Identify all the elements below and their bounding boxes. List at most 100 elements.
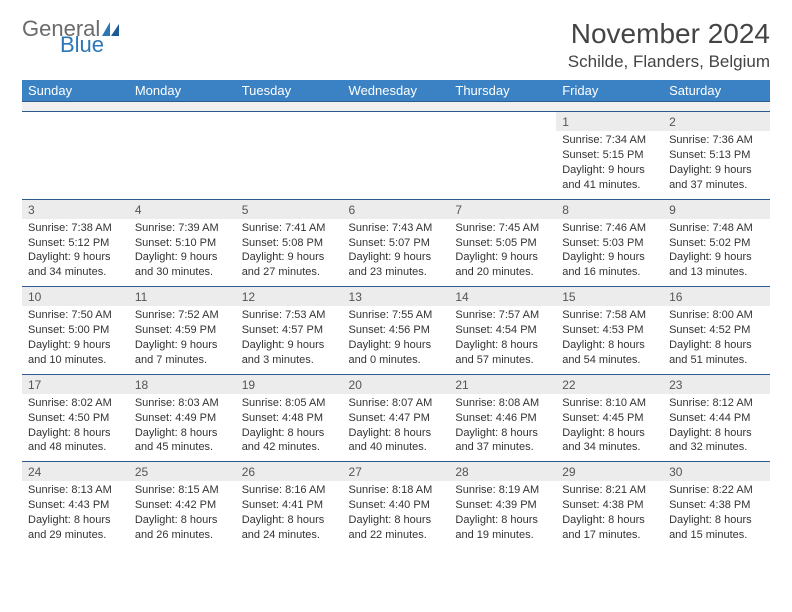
day-details: Sunrise: 8:18 AMSunset: 4:40 PMDaylight:… [343, 481, 450, 548]
day-details: Sunrise: 7:38 AMSunset: 5:12 PMDaylight:… [22, 219, 129, 286]
calendar-table: SundayMondayTuesdayWednesdayThursdayFrid… [22, 80, 770, 549]
calendar-day-cell: 21Sunrise: 8:08 AMSunset: 4:46 PMDayligh… [449, 374, 556, 462]
day-details: Sunrise: 8:00 AMSunset: 4:52 PMDaylight:… [663, 306, 770, 373]
calendar-day-cell: 10Sunrise: 7:50 AMSunset: 5:00 PMDayligh… [22, 287, 129, 375]
calendar-day-cell: 26Sunrise: 8:16 AMSunset: 4:41 PMDayligh… [236, 462, 343, 549]
weekday-header: Tuesday [236, 80, 343, 102]
day-details: Sunrise: 8:12 AMSunset: 4:44 PMDaylight:… [663, 394, 770, 461]
day-details: Sunrise: 7:43 AMSunset: 5:07 PMDaylight:… [343, 219, 450, 286]
weekday-header: Thursday [449, 80, 556, 102]
calendar-day-cell: 30Sunrise: 8:22 AMSunset: 4:38 PMDayligh… [663, 462, 770, 549]
day-details: Sunrise: 7:55 AMSunset: 4:56 PMDaylight:… [343, 306, 450, 373]
day-details: Sunrise: 7:36 AMSunset: 5:13 PMDaylight:… [663, 131, 770, 198]
day-details: Sunrise: 7:57 AMSunset: 4:54 PMDaylight:… [449, 306, 556, 373]
day-details: Sunrise: 7:52 AMSunset: 4:59 PMDaylight:… [129, 306, 236, 373]
day-number: 6 [343, 200, 450, 219]
day-details: Sunrise: 8:16 AMSunset: 4:41 PMDaylight:… [236, 481, 343, 548]
month-title: November 2024 [568, 18, 770, 50]
calendar-day-cell: 17Sunrise: 8:02 AMSunset: 4:50 PMDayligh… [22, 374, 129, 462]
header: General Blue November 2024 Schilde, Flan… [22, 18, 770, 72]
calendar-day-cell: 13Sunrise: 7:55 AMSunset: 4:56 PMDayligh… [343, 287, 450, 375]
day-details: Sunrise: 8:03 AMSunset: 4:49 PMDaylight:… [129, 394, 236, 461]
calendar-week-row: 1Sunrise: 7:34 AMSunset: 5:15 PMDaylight… [22, 112, 770, 200]
day-details: Sunrise: 7:50 AMSunset: 5:00 PMDaylight:… [22, 306, 129, 373]
calendar-day-cell: 16Sunrise: 8:00 AMSunset: 4:52 PMDayligh… [663, 287, 770, 375]
spacer-row [22, 102, 770, 112]
day-details: Sunrise: 7:46 AMSunset: 5:03 PMDaylight:… [556, 219, 663, 286]
calendar-day-cell: 3Sunrise: 7:38 AMSunset: 5:12 PMDaylight… [22, 199, 129, 287]
calendar-day-cell: 11Sunrise: 7:52 AMSunset: 4:59 PMDayligh… [129, 287, 236, 375]
day-number: 2 [663, 112, 770, 131]
day-details: Sunrise: 8:13 AMSunset: 4:43 PMDaylight:… [22, 481, 129, 548]
calendar-day-cell: 12Sunrise: 7:53 AMSunset: 4:57 PMDayligh… [236, 287, 343, 375]
calendar-day-cell: 24Sunrise: 8:13 AMSunset: 4:43 PMDayligh… [22, 462, 129, 549]
logo: General Blue [22, 18, 120, 56]
calendar-day-cell: 25Sunrise: 8:15 AMSunset: 4:42 PMDayligh… [129, 462, 236, 549]
calendar-day-cell: 18Sunrise: 8:03 AMSunset: 4:49 PMDayligh… [129, 374, 236, 462]
day-number: 1 [556, 112, 663, 131]
calendar-day-cell: 27Sunrise: 8:18 AMSunset: 4:40 PMDayligh… [343, 462, 450, 549]
day-number: 10 [22, 287, 129, 306]
calendar-day-cell: 19Sunrise: 8:05 AMSunset: 4:48 PMDayligh… [236, 374, 343, 462]
calendar-week-row: 3Sunrise: 7:38 AMSunset: 5:12 PMDaylight… [22, 199, 770, 287]
calendar-empty-cell [129, 112, 236, 200]
day-number: 27 [343, 462, 450, 481]
weekday-header: Friday [556, 80, 663, 102]
day-details: Sunrise: 8:05 AMSunset: 4:48 PMDaylight:… [236, 394, 343, 461]
day-number: 23 [663, 375, 770, 394]
day-number: 28 [449, 462, 556, 481]
day-number: 25 [129, 462, 236, 481]
day-details: Sunrise: 7:58 AMSunset: 4:53 PMDaylight:… [556, 306, 663, 373]
day-details: Sunrise: 8:15 AMSunset: 4:42 PMDaylight:… [129, 481, 236, 548]
day-number: 21 [449, 375, 556, 394]
calendar-day-cell: 6Sunrise: 7:43 AMSunset: 5:07 PMDaylight… [343, 199, 450, 287]
calendar-day-cell: 1Sunrise: 7:34 AMSunset: 5:15 PMDaylight… [556, 112, 663, 200]
day-number: 17 [22, 375, 129, 394]
day-details: Sunrise: 8:21 AMSunset: 4:38 PMDaylight:… [556, 481, 663, 548]
day-number: 4 [129, 200, 236, 219]
day-details: Sunrise: 8:02 AMSunset: 4:50 PMDaylight:… [22, 394, 129, 461]
day-number: 13 [343, 287, 450, 306]
calendar-week-row: 17Sunrise: 8:02 AMSunset: 4:50 PMDayligh… [22, 374, 770, 462]
day-details: Sunrise: 8:10 AMSunset: 4:45 PMDaylight:… [556, 394, 663, 461]
day-details: Sunrise: 7:53 AMSunset: 4:57 PMDaylight:… [236, 306, 343, 373]
day-details: Sunrise: 8:08 AMSunset: 4:46 PMDaylight:… [449, 394, 556, 461]
calendar-empty-cell [449, 112, 556, 200]
day-details: Sunrise: 7:34 AMSunset: 5:15 PMDaylight:… [556, 131, 663, 198]
calendar-day-cell: 4Sunrise: 7:39 AMSunset: 5:10 PMDaylight… [129, 199, 236, 287]
day-number: 19 [236, 375, 343, 394]
weekday-header-row: SundayMondayTuesdayWednesdayThursdayFrid… [22, 80, 770, 102]
day-number: 29 [556, 462, 663, 481]
day-number: 26 [236, 462, 343, 481]
calendar-day-cell: 20Sunrise: 8:07 AMSunset: 4:47 PMDayligh… [343, 374, 450, 462]
weekday-header: Wednesday [343, 80, 450, 102]
day-number: 9 [663, 200, 770, 219]
day-number: 20 [343, 375, 450, 394]
day-number: 15 [556, 287, 663, 306]
day-details: Sunrise: 8:22 AMSunset: 4:38 PMDaylight:… [663, 481, 770, 548]
day-number: 14 [449, 287, 556, 306]
day-details: Sunrise: 7:41 AMSunset: 5:08 PMDaylight:… [236, 219, 343, 286]
day-number: 5 [236, 200, 343, 219]
day-number: 16 [663, 287, 770, 306]
weekday-header: Saturday [663, 80, 770, 102]
weekday-header: Monday [129, 80, 236, 102]
calendar-empty-cell [236, 112, 343, 200]
day-number: 24 [22, 462, 129, 481]
calendar-empty-cell [22, 112, 129, 200]
day-number: 11 [129, 287, 236, 306]
calendar-day-cell: 5Sunrise: 7:41 AMSunset: 5:08 PMDaylight… [236, 199, 343, 287]
day-number: 12 [236, 287, 343, 306]
calendar-day-cell: 7Sunrise: 7:45 AMSunset: 5:05 PMDaylight… [449, 199, 556, 287]
weekday-header: Sunday [22, 80, 129, 102]
calendar-day-cell: 2Sunrise: 7:36 AMSunset: 5:13 PMDaylight… [663, 112, 770, 200]
calendar-week-row: 10Sunrise: 7:50 AMSunset: 5:00 PMDayligh… [22, 287, 770, 375]
day-details: Sunrise: 8:19 AMSunset: 4:39 PMDaylight:… [449, 481, 556, 548]
calendar-day-cell: 23Sunrise: 8:12 AMSunset: 4:44 PMDayligh… [663, 374, 770, 462]
calendar-day-cell: 28Sunrise: 8:19 AMSunset: 4:39 PMDayligh… [449, 462, 556, 549]
calendar-day-cell: 22Sunrise: 8:10 AMSunset: 4:45 PMDayligh… [556, 374, 663, 462]
day-details: Sunrise: 7:39 AMSunset: 5:10 PMDaylight:… [129, 219, 236, 286]
day-number: 18 [129, 375, 236, 394]
day-number: 7 [449, 200, 556, 219]
day-number: 22 [556, 375, 663, 394]
